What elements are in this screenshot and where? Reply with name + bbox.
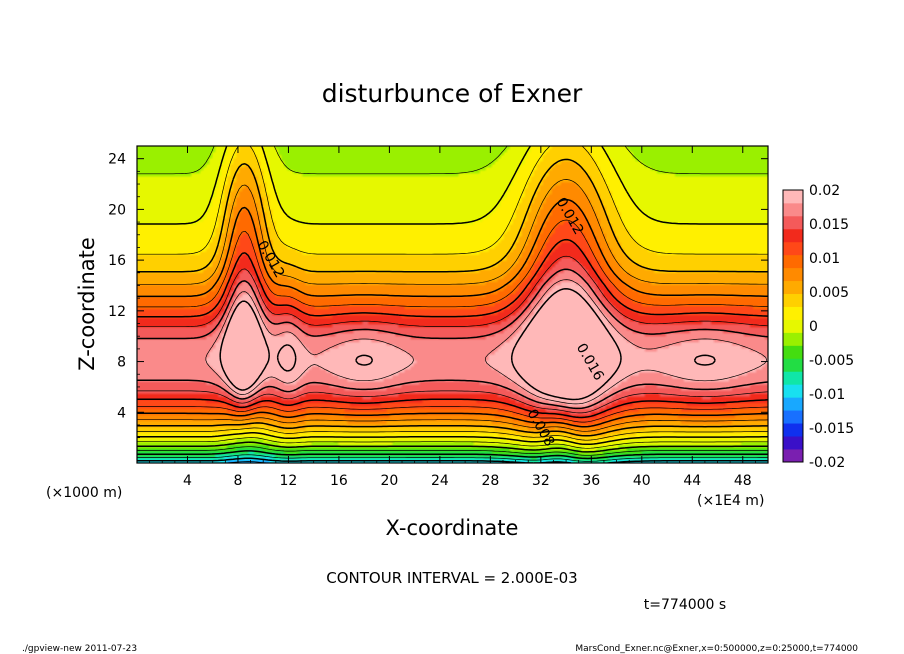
x-axis-label: X-coordinate xyxy=(386,516,519,540)
heatmap-field xyxy=(137,146,768,463)
y-tick-label: 4 xyxy=(117,405,126,421)
colorbar-swatch xyxy=(783,410,803,424)
colorbar-label: 0 xyxy=(809,319,818,335)
contour-line xyxy=(137,268,768,410)
colorbar-swatch xyxy=(783,371,803,385)
colorbar-label: 0.005 xyxy=(809,285,849,301)
x-tick-label: 44 xyxy=(683,473,701,489)
colorbar-swatch xyxy=(783,358,803,372)
colorbar-swatch xyxy=(783,319,803,333)
colorbar-swatch xyxy=(783,384,803,398)
footer-left: ./gpview-new 2011-07-23 xyxy=(22,644,137,654)
y-tick-label: 8 xyxy=(117,355,126,371)
contour-line xyxy=(137,238,768,419)
colorbar-label: 0.01 xyxy=(809,251,840,267)
contour-line xyxy=(137,146,768,449)
colorbar-swatch xyxy=(783,280,803,295)
contour-line xyxy=(137,441,768,453)
x-unit-right: (×1E4 m) xyxy=(697,493,764,509)
colorbar-swatch xyxy=(783,293,803,307)
colorbar-swatch xyxy=(783,267,803,282)
contour-line xyxy=(219,288,716,401)
colorbar-swatch xyxy=(783,306,803,320)
colorbar: 0.02 0.015 0.01 0.005 0 -0.005 -0.01 -0.015 -0.0… xyxy=(782,183,854,471)
contour-line xyxy=(137,219,768,423)
colorbar-label: 0.02 xyxy=(809,183,840,199)
colorbar-swatch xyxy=(783,423,803,437)
contour-lines xyxy=(137,146,768,463)
y-tick-label: 24 xyxy=(108,152,126,168)
contour-interval-text: CONTOUR INTERVAL = 2.000E-03 xyxy=(326,569,577,587)
y-axis: 4 8 12 16 20 24 xyxy=(108,152,768,451)
contour-line xyxy=(137,146,768,446)
colorbar-label: -0.015 xyxy=(809,421,854,437)
x-tick-label: 48 xyxy=(734,473,752,489)
colorbar-label: -0.01 xyxy=(809,387,845,403)
colorbar-swatch xyxy=(783,215,803,230)
colorbar-swatch xyxy=(783,345,803,359)
x-tick-label: 36 xyxy=(582,473,600,489)
contour-line xyxy=(137,255,768,414)
colorbar-swatch xyxy=(783,241,803,256)
x-tick-label: 4 xyxy=(183,473,192,489)
x-unit-left: (×1000 m) xyxy=(46,485,122,501)
time-label: t=774000 s xyxy=(644,597,726,613)
x-tick-label: 8 xyxy=(233,473,242,489)
x-axis: 4 8 12 16 20 24 28 32 36 40 44 48 xyxy=(149,146,756,489)
contour-line xyxy=(137,454,768,462)
colorbar-frame xyxy=(782,189,804,463)
colorbar-swatch xyxy=(783,228,803,243)
colorbar-label: -0.02 xyxy=(809,455,845,471)
colorbar-swatch xyxy=(783,190,803,204)
contour-line xyxy=(205,279,768,405)
x-tick-label: 12 xyxy=(280,473,298,489)
x-tick-label: 16 xyxy=(330,473,348,489)
x-tick-label: 20 xyxy=(380,473,398,489)
colorbar-swatch xyxy=(783,202,803,217)
x-tick-label: 28 xyxy=(481,473,499,489)
x-tick-label: 40 xyxy=(633,473,651,489)
colorbar-swatch xyxy=(783,254,803,269)
colorbar-swatch xyxy=(783,449,803,463)
contour-line xyxy=(137,457,768,463)
y-tick-label: 20 xyxy=(108,202,126,218)
contour-line xyxy=(137,446,768,456)
colorbar-swatch xyxy=(783,436,803,450)
chart-title: disturbunce of Exner xyxy=(322,79,583,108)
y-axis-label: Z-coordinate xyxy=(75,237,99,371)
colorbar-swatch xyxy=(783,397,803,411)
colorbar-label: 0.015 xyxy=(809,217,849,233)
y-tick-label: 12 xyxy=(108,304,126,320)
contour-line xyxy=(137,179,768,432)
colorbar-swatch xyxy=(783,332,803,346)
contour-line xyxy=(137,158,768,437)
x-tick-label: 24 xyxy=(431,473,449,489)
colorbar-swatches xyxy=(783,190,803,463)
contour-line xyxy=(137,450,768,460)
footer-right: MarsCond_Exner.nc@Exner,x=0:500000,z=0:2… xyxy=(575,644,858,654)
contour-line xyxy=(137,198,768,428)
colorbar-label: -0.005 xyxy=(809,353,854,369)
colorbar-labels: 0.02 0.015 0.01 0.005 0 -0.005 -0.01 -0.015 -0.0… xyxy=(809,183,854,471)
y-tick-label: 16 xyxy=(108,253,126,269)
x-tick-label: 32 xyxy=(532,473,550,489)
